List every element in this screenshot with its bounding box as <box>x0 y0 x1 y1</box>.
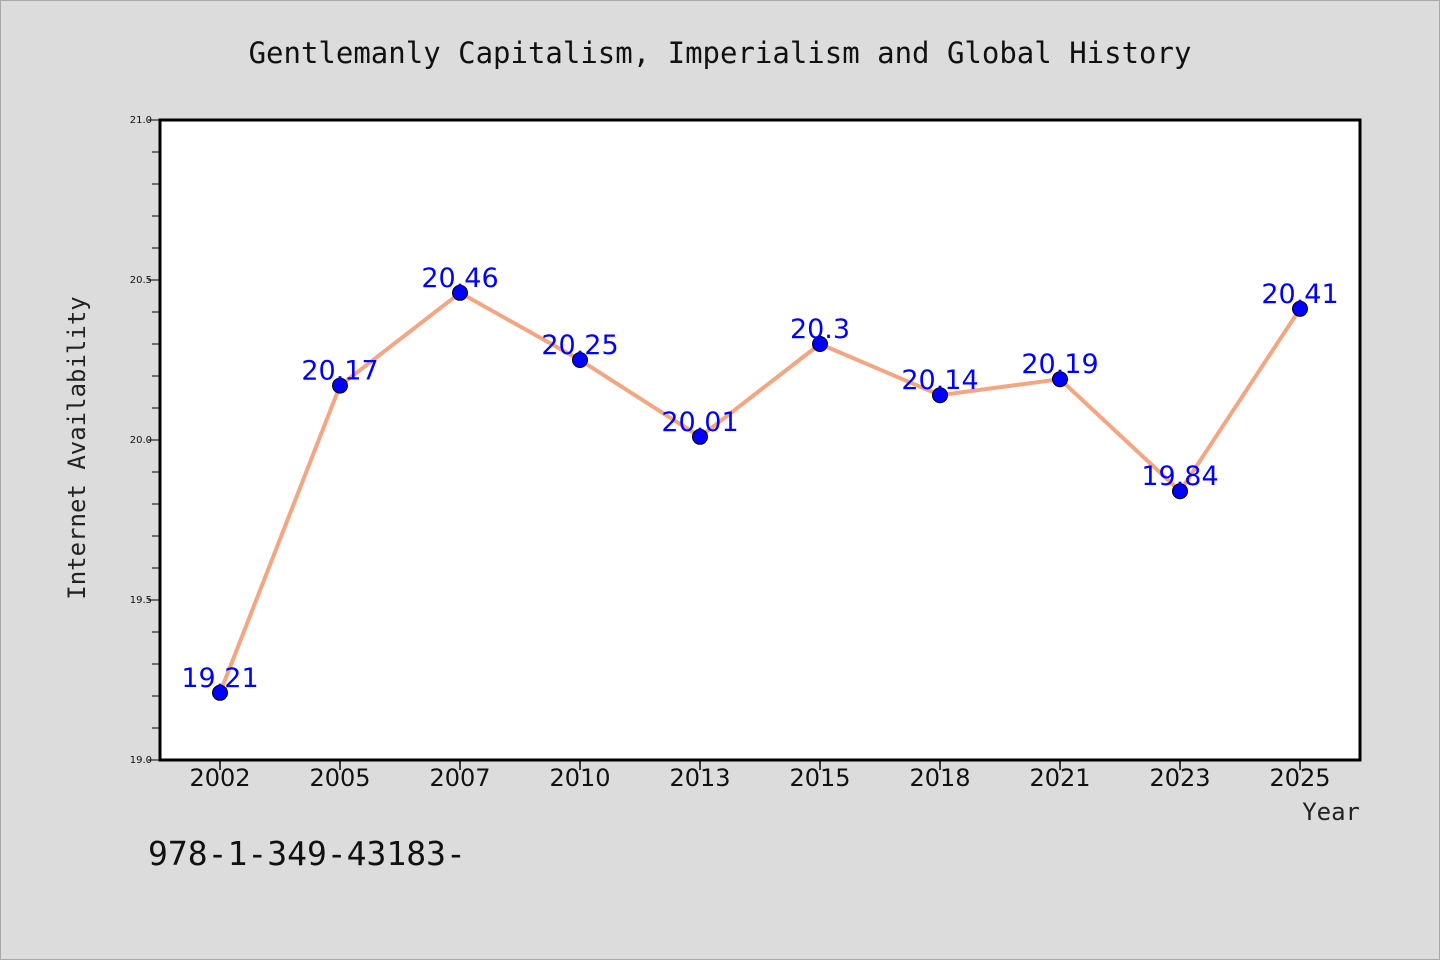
data-point <box>452 284 468 301</box>
x-tick-label: 2023 <box>1149 764 1210 792</box>
x-tick-label: 2005 <box>309 764 370 792</box>
x-tick-label: 2025 <box>1269 764 1330 792</box>
data-point <box>812 336 828 352</box>
data-label: 20.25 <box>541 330 618 361</box>
data-label: 20.01 <box>661 407 738 438</box>
series-markers <box>212 284 1308 701</box>
x-tick-label: 2021 <box>1029 764 1090 792</box>
data-label: 19.21 <box>181 663 258 694</box>
x-tick-label: 2002 <box>189 764 250 792</box>
y-axis: 19.0 19.5 20.0 20.5 21.0 <box>130 115 160 766</box>
data-point <box>332 377 348 394</box>
x-tick-label: 2007 <box>429 764 490 792</box>
x-tick-label: 2010 <box>549 764 610 792</box>
data-point <box>932 387 948 404</box>
x-axis: 2002 2005 2007 2010 2013 2015 2018 2021 2023 2025 <box>189 760 1331 792</box>
data-label: 20.17 <box>301 356 378 387</box>
y-axis-label: Internet Availability <box>63 296 91 599</box>
data-point <box>1052 371 1068 388</box>
isbn-text: 978-1-349-43183- <box>148 834 466 873</box>
data-point <box>692 428 708 445</box>
data-label: 20.19 <box>1021 349 1098 380</box>
chart-title: Gentlemanly Capitalism, Imperialism and … <box>249 36 1192 70</box>
y-tick-label: 20.5 <box>130 275 152 286</box>
series-line <box>218 290 1302 694</box>
data-point <box>572 352 588 368</box>
x-tick-label: 2018 <box>909 764 970 792</box>
data-label: 20.3 <box>790 314 850 345</box>
x-axis-label: Year <box>1302 798 1360 826</box>
data-point <box>1172 483 1188 500</box>
data-label: 19.84 <box>1141 461 1218 492</box>
data-label: 20.46 <box>421 263 498 294</box>
data-label: 20.14 <box>901 365 978 396</box>
y-tick-label: 19.0 <box>130 755 152 766</box>
y-tick-label: 21.0 <box>130 115 152 126</box>
data-point <box>212 684 228 701</box>
plot-area <box>158 118 1362 762</box>
y-tick-label: 20.0 <box>130 435 152 446</box>
y-tick-label: 19.5 <box>130 595 152 606</box>
x-tick-label: 2015 <box>789 764 850 792</box>
data-labels: 19.21 20.17 20.46 20.25 20.01 20.3 20.14 20.19 1… <box>181 263 1338 694</box>
data-point <box>1292 300 1308 317</box>
data-label: 20.41 <box>1261 279 1338 310</box>
x-tick-label: 2013 <box>669 764 730 792</box>
